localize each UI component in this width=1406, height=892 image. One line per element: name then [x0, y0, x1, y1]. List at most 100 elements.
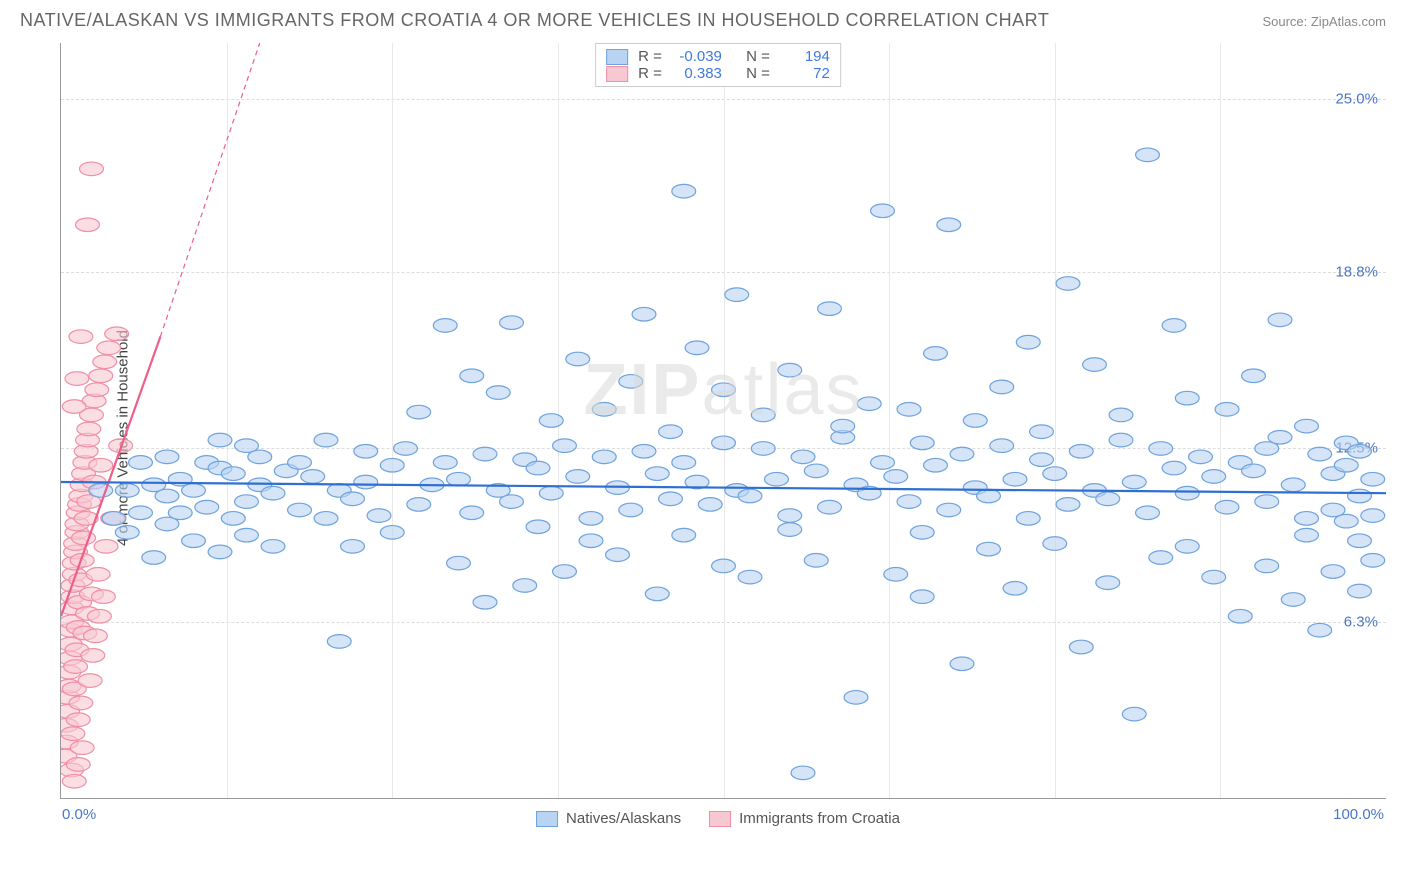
data-point — [977, 489, 1001, 503]
data-point — [632, 307, 656, 321]
data-point — [685, 341, 709, 355]
data-point — [1136, 148, 1160, 162]
data-point — [924, 347, 948, 361]
data-point — [394, 442, 418, 456]
data-point — [1096, 492, 1120, 506]
data-point — [897, 403, 921, 417]
data-point — [62, 774, 86, 788]
source-label: Source: ZipAtlas.com — [1262, 14, 1386, 29]
data-point — [433, 456, 457, 470]
data-point — [539, 486, 563, 500]
data-point — [1228, 609, 1252, 623]
data-point — [460, 369, 484, 383]
data-point — [486, 386, 510, 400]
data-point — [155, 450, 179, 464]
plot-area: ZIPatlas 6.3%12.5%18.8%25.0% — [60, 43, 1386, 799]
data-point — [86, 568, 110, 582]
data-point — [712, 436, 736, 450]
data-point — [88, 609, 112, 623]
data-point — [897, 495, 921, 509]
data-point — [619, 375, 643, 389]
data-point — [910, 590, 934, 604]
data-point — [791, 450, 815, 464]
data-point — [1096, 576, 1120, 590]
data-point — [89, 484, 113, 498]
data-point — [1030, 425, 1054, 439]
data-point — [619, 503, 643, 517]
data-point — [990, 439, 1014, 453]
data-point — [1268, 430, 1292, 444]
data-point — [91, 590, 115, 604]
n-value-pink: 72 — [780, 65, 830, 82]
data-point — [341, 540, 365, 554]
data-point — [1281, 478, 1305, 492]
data-point — [910, 526, 934, 540]
r-label: R = — [638, 65, 662, 82]
data-point — [553, 565, 577, 579]
data-point — [1175, 540, 1199, 554]
data-point — [1255, 495, 1279, 509]
data-point — [1016, 335, 1040, 349]
data-point — [579, 534, 603, 548]
data-point — [884, 470, 908, 484]
data-point — [327, 635, 351, 649]
r-label: R = — [638, 48, 662, 65]
data-point — [61, 727, 85, 741]
data-point — [804, 464, 828, 478]
data-point — [751, 442, 775, 456]
data-point — [1242, 369, 1266, 383]
data-point — [844, 691, 868, 705]
data-point — [712, 559, 736, 573]
data-point — [539, 414, 563, 428]
data-point — [288, 503, 312, 517]
data-point — [66, 713, 90, 727]
data-point — [1162, 319, 1186, 333]
data-point — [1348, 584, 1372, 598]
data-point — [672, 456, 696, 470]
data-point — [94, 540, 118, 554]
data-point — [1361, 472, 1385, 486]
data-point — [632, 444, 656, 458]
data-point — [1268, 313, 1292, 327]
data-point — [553, 439, 577, 453]
data-point — [645, 467, 669, 481]
stats-row-blue: R = -0.039 N = 194 — [606, 48, 830, 65]
data-point — [1043, 537, 1067, 551]
data-point — [1361, 554, 1385, 568]
data-point — [712, 383, 736, 397]
data-point — [182, 534, 206, 548]
legend-swatch-pink — [709, 811, 731, 827]
data-point — [115, 484, 139, 498]
data-point — [1308, 447, 1332, 461]
data-point — [447, 556, 471, 570]
legend-item-blue: Natives/Alaskans — [536, 810, 681, 827]
data-point — [69, 330, 93, 344]
data-point — [84, 629, 108, 643]
legend-item-pink: Immigrants from Croatia — [709, 810, 900, 827]
data-point — [433, 319, 457, 333]
data-point — [1321, 565, 1345, 579]
data-point — [473, 595, 497, 609]
data-point — [1348, 444, 1372, 458]
data-point — [380, 458, 404, 472]
data-point — [1295, 528, 1319, 542]
data-point — [76, 218, 100, 232]
legend-label-pink: Immigrants from Croatia — [739, 810, 900, 827]
data-point — [89, 369, 113, 383]
data-point — [1334, 514, 1358, 528]
data-point — [1056, 277, 1080, 291]
data-point — [977, 542, 1001, 556]
data-point — [924, 458, 948, 472]
data-point — [606, 548, 630, 562]
data-point — [1003, 581, 1027, 595]
data-point — [261, 540, 285, 554]
data-point — [1003, 472, 1027, 486]
data-point — [341, 492, 365, 506]
data-point — [105, 327, 129, 341]
data-point — [78, 674, 102, 688]
x-tick-min: 0.0% — [62, 806, 96, 823]
data-point — [221, 512, 245, 526]
data-point — [1255, 559, 1279, 573]
swatch-pink — [606, 66, 628, 82]
data-point — [64, 660, 88, 674]
